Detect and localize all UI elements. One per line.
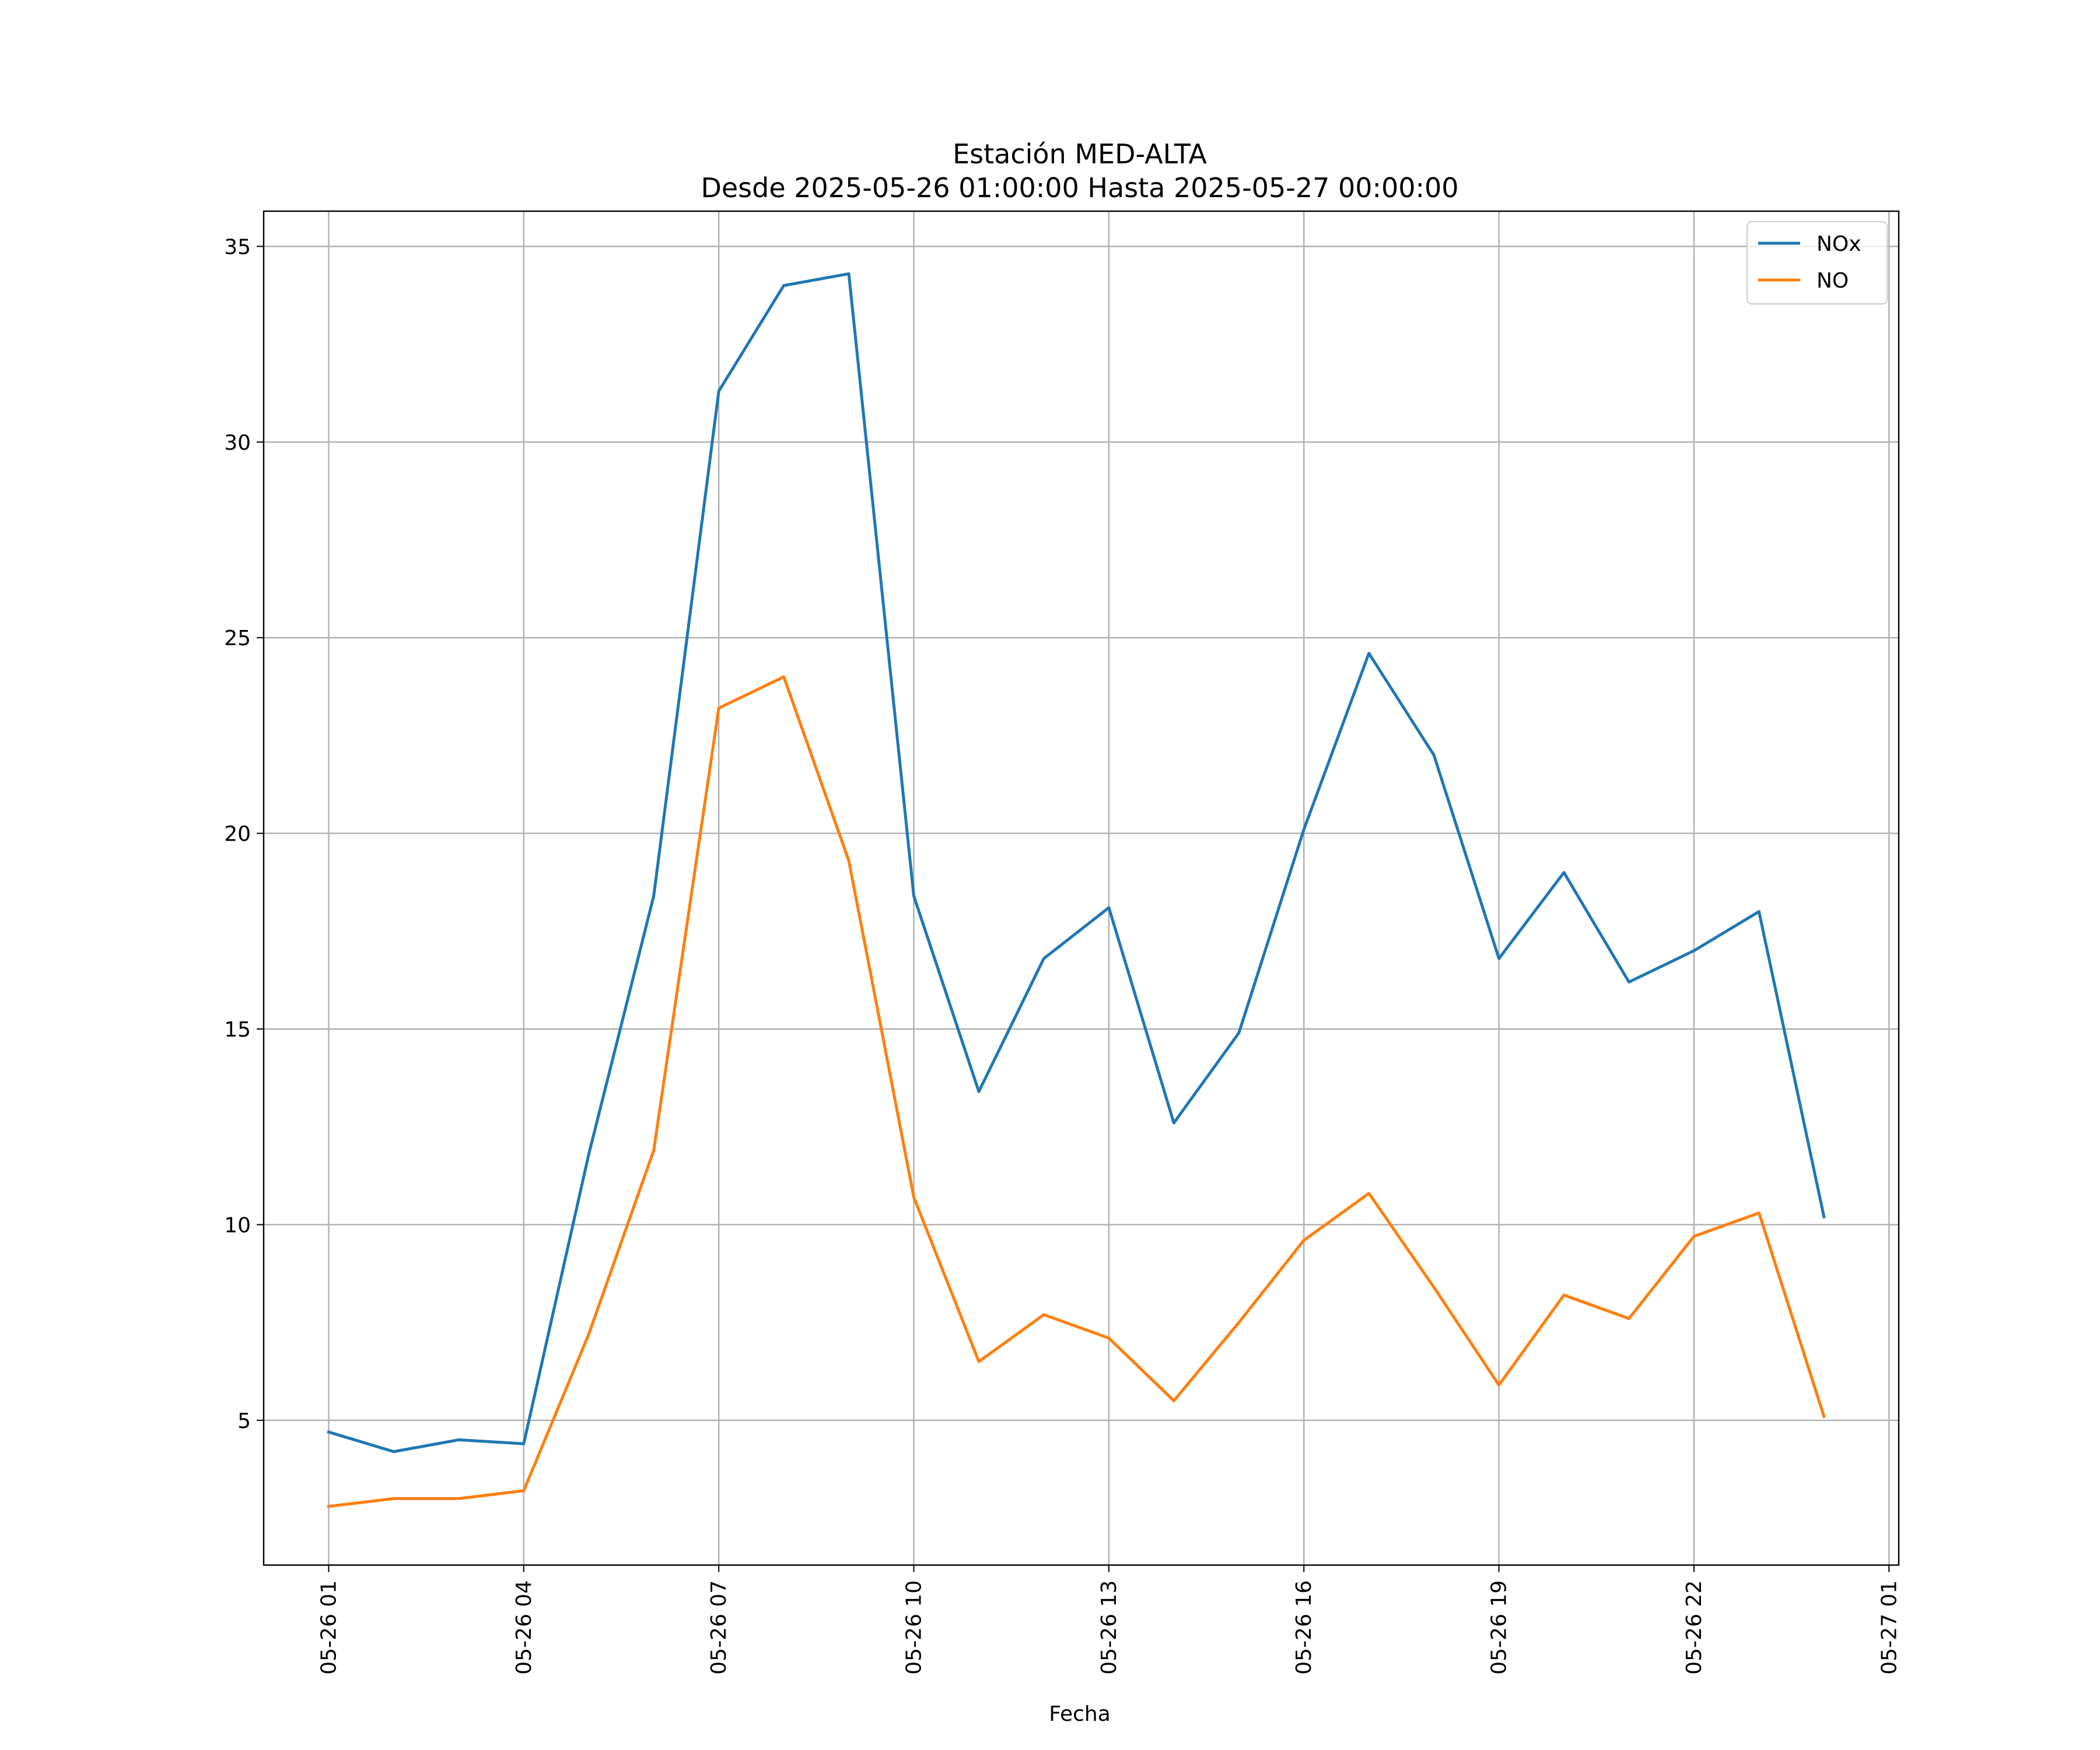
x-tick-label: 05-27 01 [1877,1580,1901,1675]
x-tick-label: 05-26 04 [512,1580,536,1675]
chart-title: Estación MED-ALTA [953,138,1207,170]
series-layer [327,272,1826,1508]
y-tick-label: 20 [224,822,251,846]
y-tick-label: 35 [224,235,251,259]
legend-label-no: NO [1817,269,1849,293]
y-tick-label: 5 [237,1409,251,1433]
legend-label-nox: NOx [1817,232,1861,256]
x-tick-label: 05-26 07 [707,1580,731,1675]
grid-layer [264,211,1899,1565]
y-tick-label: 30 [224,431,251,455]
x-tick-label: 05-26 22 [1682,1580,1706,1675]
x-tick-label: 05-26 01 [317,1580,341,1675]
x-axis-label: Fecha [1049,1702,1111,1726]
x-tick-label: 05-26 13 [1097,1580,1121,1675]
chart-subtitle: Desde 2025-05-26 01:00:00 Hasta 2025-05-… [701,172,1458,204]
plot-frame [262,210,1900,1566]
series-line-no [327,675,1826,1508]
legend: NOx NO [1746,221,1888,304]
x-tick-label: 05-26 19 [1488,1580,1511,1675]
y-tick-label: 25 [224,626,251,650]
axes-layer [262,210,1900,1566]
x-tick-label: 05-26 16 [1292,1580,1316,1675]
y-tick-label: 10 [224,1213,251,1237]
ticks-layer: 05-26 01 05-26 04 05-26 07 05-26 10 05-26 13… [224,235,1901,1674]
y-tick-label: 15 [224,1018,251,1042]
series-line-nox [327,272,1826,1453]
x-tick-label: 05-26 10 [902,1580,926,1675]
